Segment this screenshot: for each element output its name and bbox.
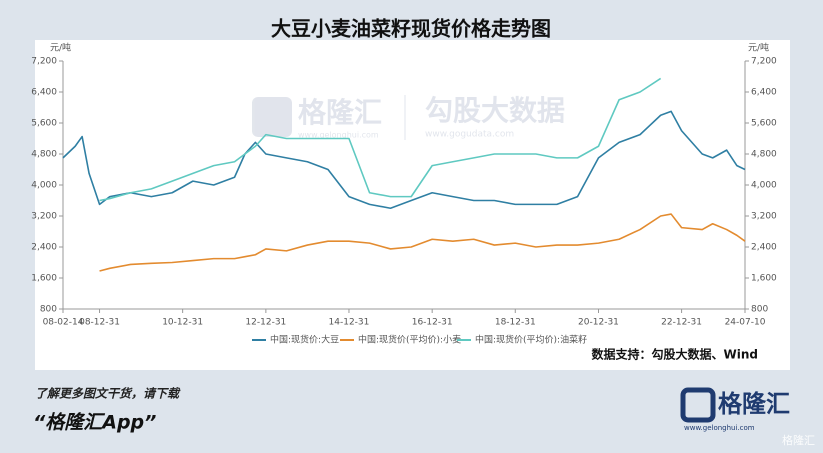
series-line: [99, 77, 662, 202]
corner-mark: 格隆汇: [782, 433, 815, 447]
watermark-brand: 格隆汇: [298, 96, 382, 129]
x-tick-label: 18-12-31: [495, 318, 536, 328]
y2-tick-label: 4,800: [751, 150, 777, 160]
x-tick-label: 22-12-31: [661, 318, 702, 328]
y-tick-label: 5,600: [31, 119, 57, 129]
logo-text: 格隆汇: [718, 390, 790, 418]
footer-app: “格隆汇App”: [33, 412, 156, 434]
watermark-url: www.gelonghui.com: [298, 131, 379, 140]
watermark-partner-url: www.gogudata.com: [425, 130, 514, 140]
chart-title: 大豆小麦油菜籽现货价格走势图: [271, 17, 551, 41]
legend-label: 中国:现货价:大豆: [270, 334, 339, 346]
y-tick-label: 800: [40, 305, 57, 315]
y2-tick-label: 5,600: [751, 119, 777, 129]
y2-tick-label: 4,000: [751, 181, 777, 191]
x-tick-label: 10-12-31: [162, 318, 203, 328]
y-axis-unit: 元/吨: [50, 42, 71, 54]
y2-tick-label: 800: [751, 305, 768, 315]
series-line: [62, 110, 746, 210]
source: 数据支持：勾股大数据、Wind: [592, 347, 758, 362]
y-tick-label: 4,000: [31, 181, 57, 191]
y-tick-label: 4,800: [31, 150, 57, 160]
x-tick-label: 20-12-31: [578, 318, 619, 328]
x-tick-label: 08-12-31: [79, 318, 120, 328]
x-tick-label: 08-02-14: [43, 318, 84, 328]
y2-tick-label: 7,200: [751, 57, 777, 67]
watermark-icon: [252, 97, 292, 137]
y2-axis-unit: 元/吨: [748, 42, 769, 54]
x-tick-label: 16-12-31: [412, 318, 453, 328]
watermark-partner: 勾股大数据: [425, 94, 565, 127]
logo-icon: [680, 387, 716, 423]
x-tick-label: 12-12-31: [245, 318, 286, 328]
x-tick-label: 24-07-10: [725, 318, 766, 328]
y-tick-label: 1,600: [31, 274, 57, 284]
logo-url: www.gelonghui.com: [684, 424, 755, 432]
footer-prompt: 了解更多图文干货，请下载: [35, 387, 181, 401]
y-tick-label: 2,400: [31, 243, 57, 253]
x-tick-label: 14-12-31: [329, 318, 370, 328]
y2-tick-label: 3,200: [751, 212, 777, 222]
y-tick-label: 3,200: [31, 212, 57, 222]
chart-panel: [35, 40, 790, 370]
series-line: [99, 213, 746, 272]
y2-tick-label: 2,400: [751, 243, 777, 253]
y2-tick-label: 6,400: [751, 88, 777, 98]
y-tick-label: 7,200: [31, 57, 57, 67]
y-tick-label: 6,400: [31, 88, 57, 98]
watermark: 格隆汇 www.gelonghui.com 勾股大数据 www.gogudata…: [252, 94, 565, 140]
y2-tick-label: 1,600: [751, 274, 777, 284]
legend-label: 中国:现货价(平均价):油菜籽: [475, 334, 587, 346]
legend-label: 中国:现货价(平均价):小麦: [358, 334, 461, 346]
